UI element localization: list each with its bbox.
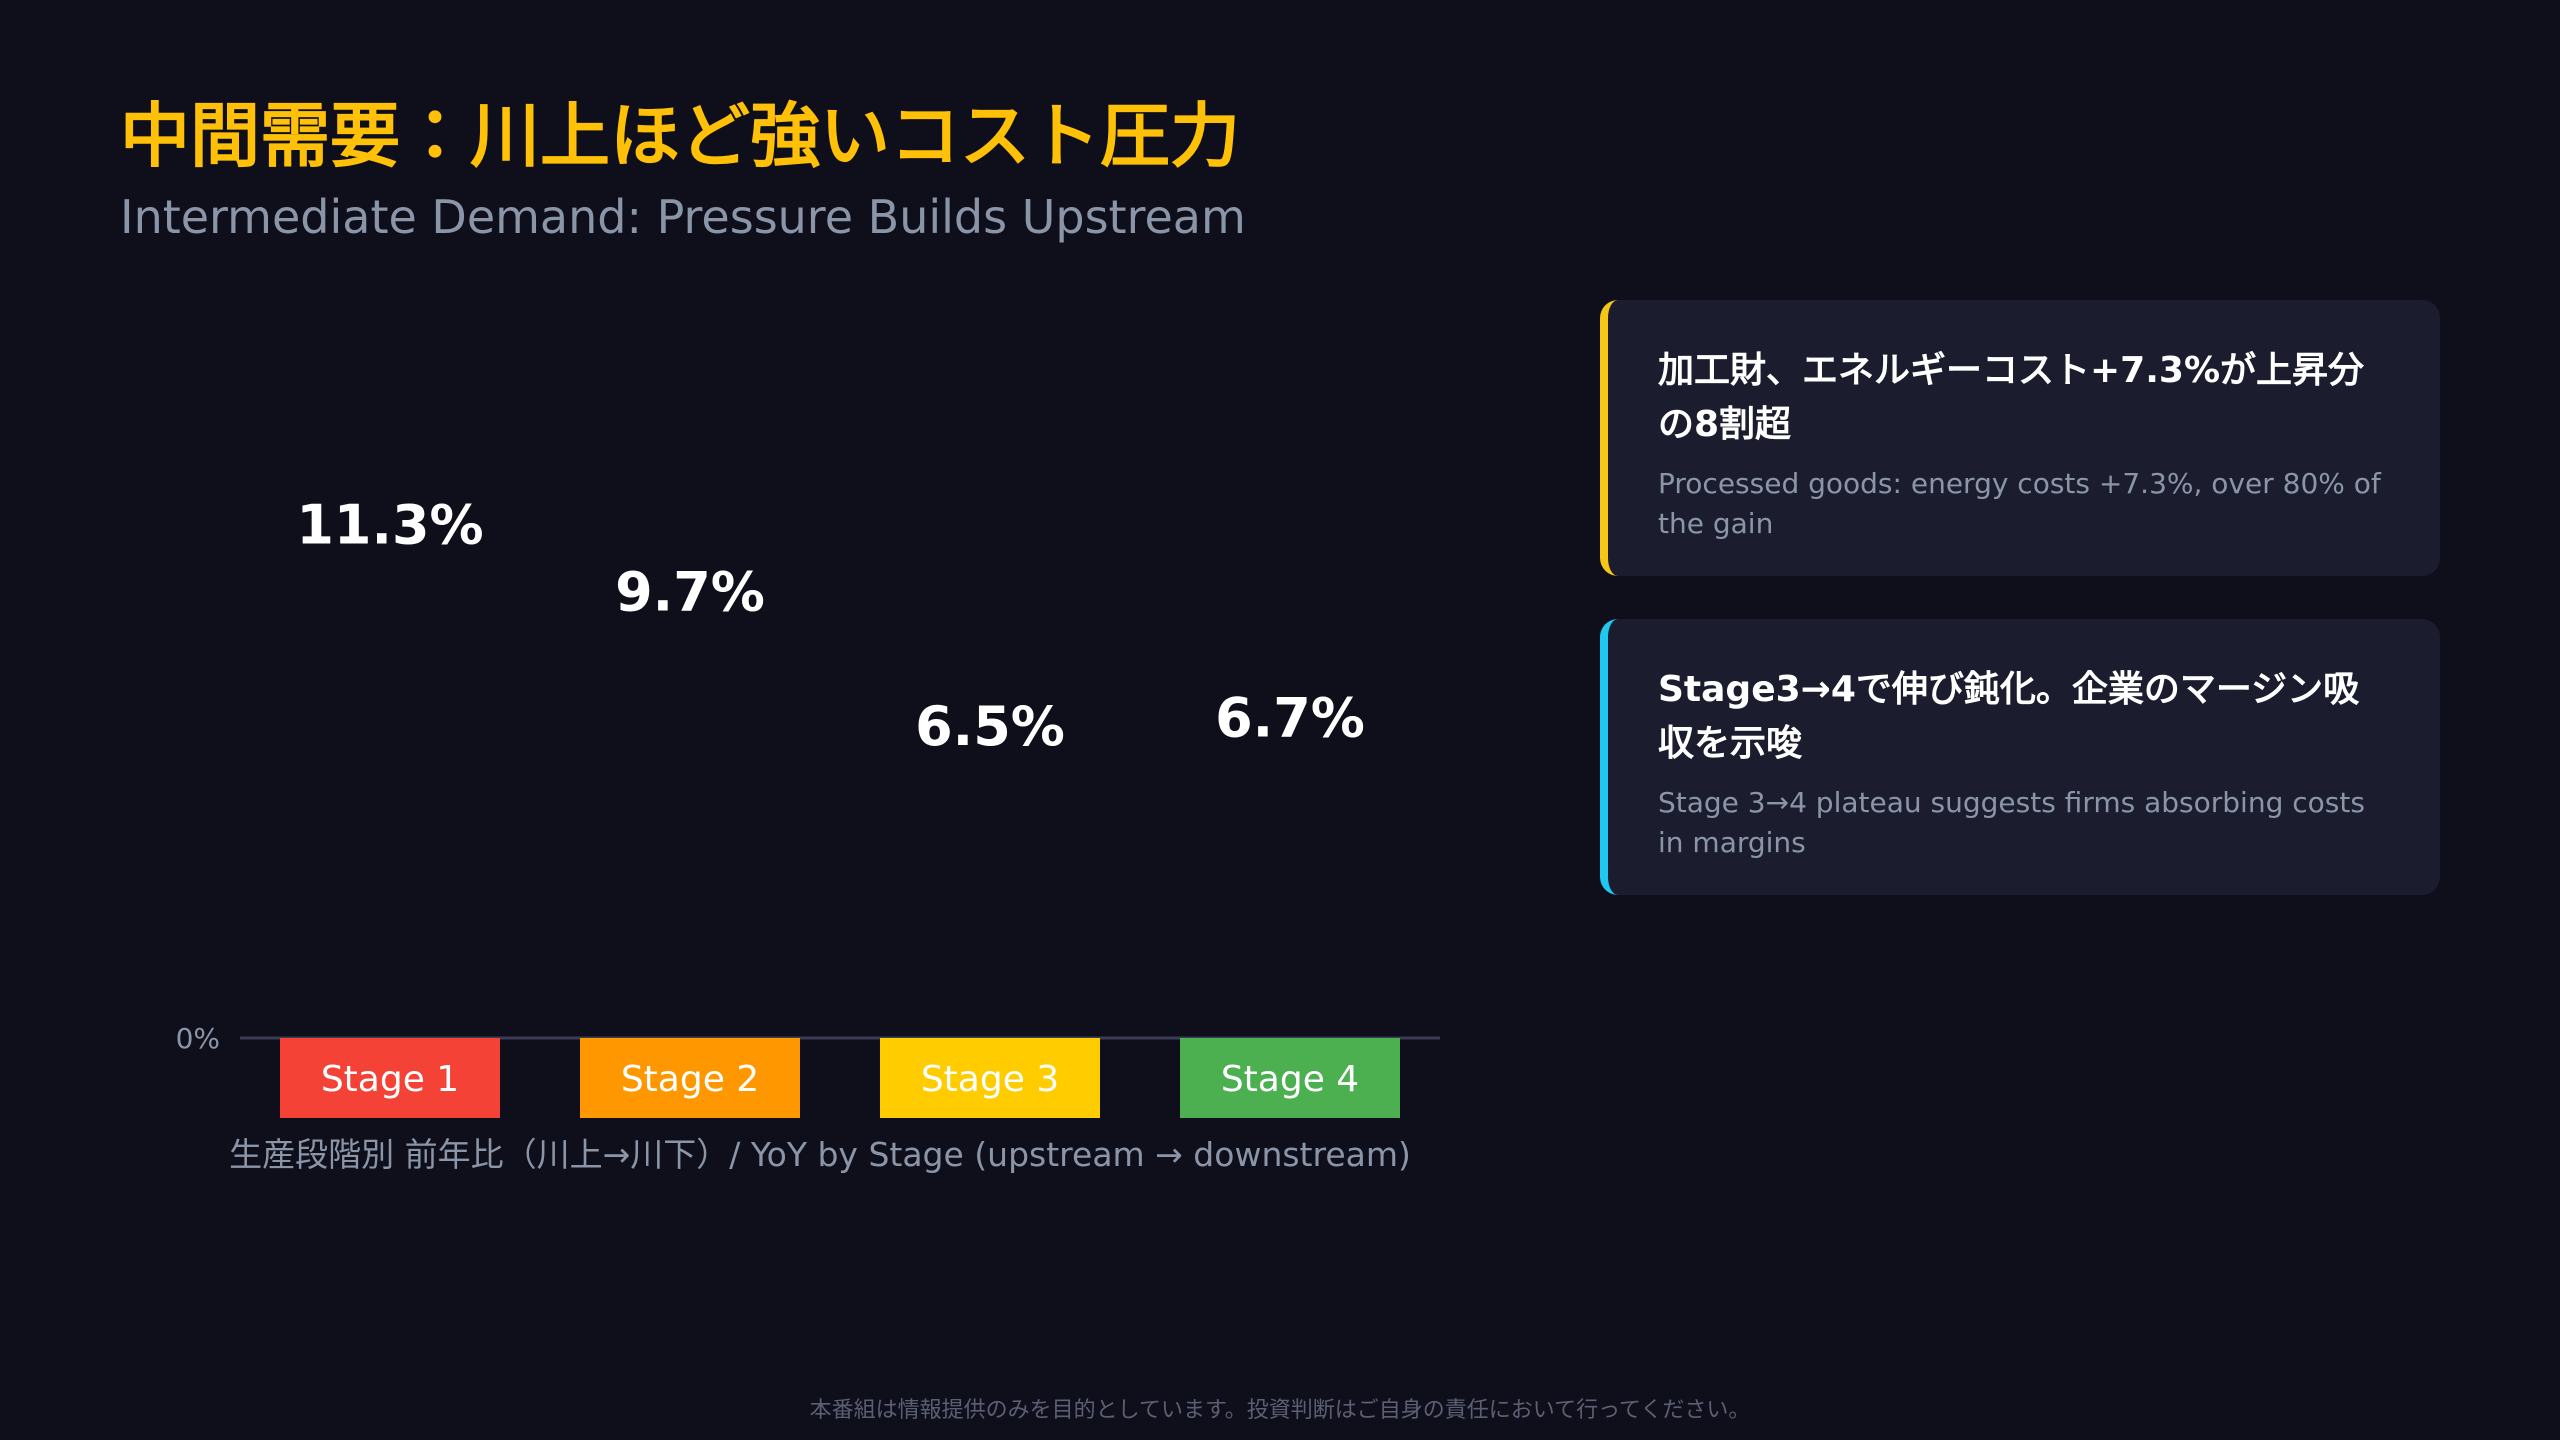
y-tick-label: 0% bbox=[176, 1022, 220, 1055]
value-label: 6.7% bbox=[1215, 687, 1365, 750]
stage-box bbox=[280, 1038, 500, 1118]
card-title: Stage3→4で伸び鈍化。企業のマージン吸収を示唆 bbox=[1658, 669, 2360, 764]
x-axis-title: 生産段階別 前年比（川上→川下）/ YoY by Stage (upstream… bbox=[229, 1135, 1411, 1174]
card-text: Stage 3→4 plateau suggests firms absorbi… bbox=[1658, 786, 2365, 859]
card-title: 加工財、エネルギーコスト+7.3%が上昇分の8割超 bbox=[1658, 350, 2365, 445]
x-tick-label: Stage 1 bbox=[321, 1059, 459, 1100]
stage-box bbox=[580, 1038, 800, 1118]
disclaimer: 本番組は情報提供のみを目的としています。投資判断はご自身の責任において行ってくだ… bbox=[809, 1398, 1751, 1423]
x-tick-label: Stage 4 bbox=[1221, 1059, 1359, 1100]
value-label: 9.7% bbox=[615, 561, 765, 624]
title: 中間需要：川上ほど強いコスト圧力 bbox=[120, 95, 1240, 177]
value-label: 11.3% bbox=[296, 493, 483, 556]
x-tick-label: Stage 2 bbox=[621, 1059, 759, 1100]
stage-box bbox=[880, 1038, 1100, 1118]
insight-card: Stage3→4で伸び鈍化。企業のマージン吸収を示唆 Stage 3→4 plat… bbox=[1600, 619, 2440, 895]
stage-box bbox=[1180, 1038, 1400, 1118]
insight-card: 加工財、エネルギーコスト+7.3%が上昇分の8割超 Processed goods… bbox=[1600, 300, 2440, 576]
value-label: 6.5% bbox=[915, 695, 1065, 758]
x-tick-label: Stage 3 bbox=[921, 1059, 1059, 1100]
subtitle: Intermediate Demand: Pressure Builds Ups… bbox=[120, 190, 1246, 244]
card-text: Processed goods: energy costs +7.3%, ove… bbox=[1658, 467, 2381, 540]
